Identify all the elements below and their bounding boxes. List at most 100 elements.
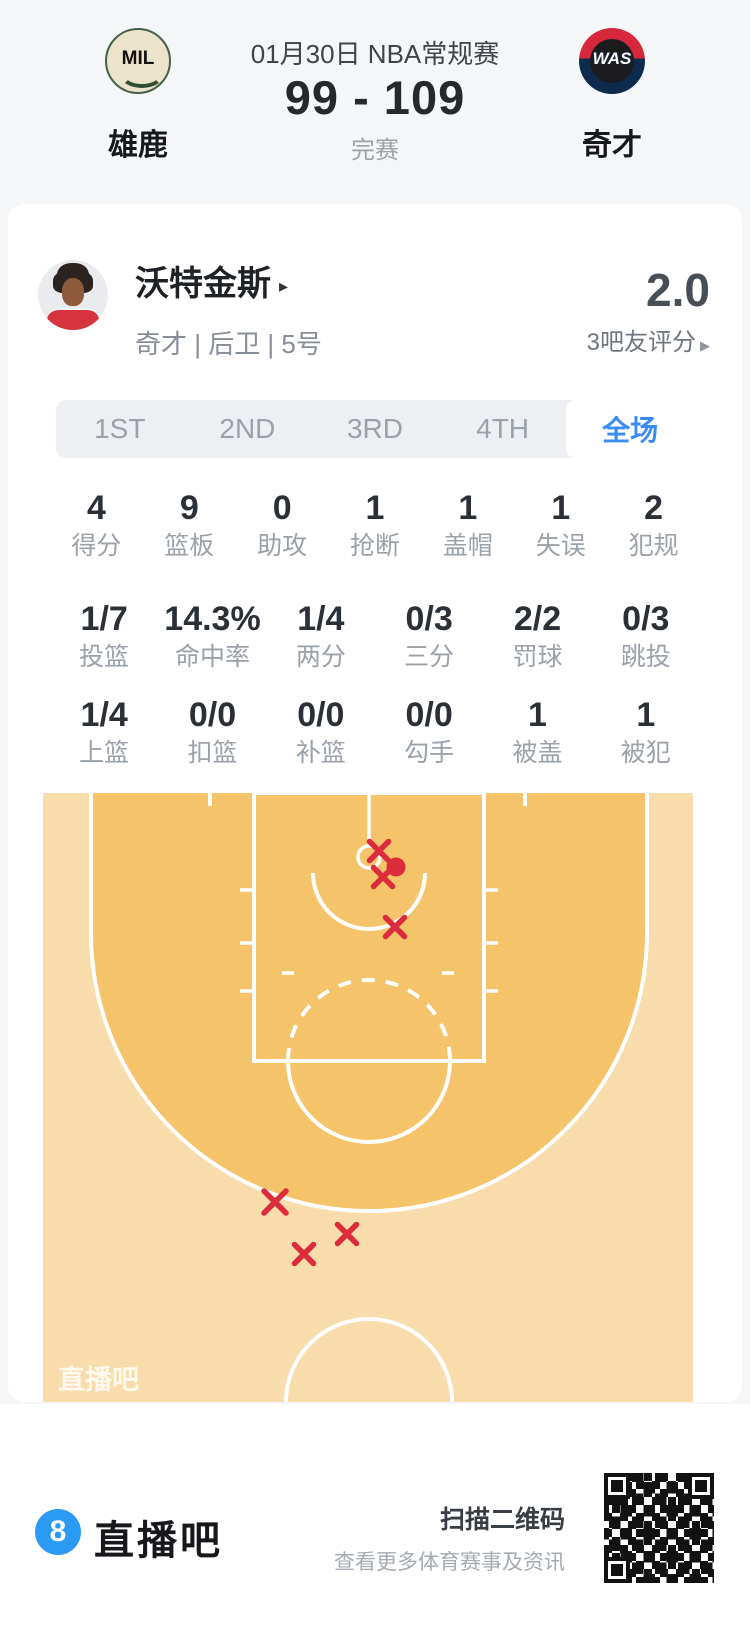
stat-label: 上篮 (79, 739, 130, 767)
scan-block: 扫描二维码 查看更多体育赛事及资讯 (334, 1500, 565, 1576)
stat-罚球: 2/2 罚球 (483, 599, 591, 673)
stat-value: 1/4 (80, 696, 128, 734)
stat-label: 勾手 (404, 739, 455, 767)
stat-value: 9 (179, 489, 199, 527)
three-point-area (91, 793, 647, 1211)
stat-勾手: 0/0 勾手 (375, 695, 483, 769)
scan-subtitle: 查看更多体育赛事及资讯 (334, 1551, 565, 1574)
stat-label: 犯规 (628, 532, 679, 560)
stat-label: 被犯 (620, 739, 671, 767)
avatar-face (62, 278, 84, 306)
rating-value: 2.0 (646, 264, 710, 316)
stat-上篮: 1/4 上篮 (50, 695, 158, 769)
stat-value: 0 (272, 489, 292, 527)
stat-label: 篮板 (164, 532, 215, 560)
court-watermark: 直播吧 (58, 1365, 139, 1395)
qr-code (600, 1469, 718, 1587)
shot-miss-marker (366, 838, 392, 864)
stat-label: 得分 (71, 532, 122, 560)
baseline-ticks (208, 793, 527, 806)
stat-label: 助攻 (257, 532, 308, 560)
stat-label: 补篮 (295, 739, 346, 767)
stat-得分: 4 得分 (50, 488, 143, 562)
shot-miss-marker (382, 914, 408, 940)
qr-finder-icon (604, 1473, 630, 1499)
rating-label: 3吧友评分 (586, 329, 696, 356)
home-team-logo: MIL (105, 28, 171, 94)
stat-label: 跳投 (620, 643, 671, 671)
stat-label: 失误 (535, 532, 586, 560)
game-status: 完赛 (351, 137, 399, 164)
stats-row-shot-types: 1/4 上篮 0/0 扣篮 0/0 补篮 0/0 勾手 1 被盖 1 被犯 (50, 695, 700, 769)
chevron-right-icon: ▸ (279, 275, 289, 296)
scan-title: 扫描二维码 (439, 1506, 565, 1534)
tab-3RD[interactable]: 3RD (346, 413, 403, 444)
stat-犯规: 2 犯规 (607, 488, 700, 562)
away-team-name: 奇才 (582, 129, 642, 162)
stat-命中率: 14.3% 命中率 (158, 599, 266, 673)
shot-chart: 直播吧 (43, 791, 693, 1487)
stat-投篮: 1/7 投篮 (50, 599, 158, 673)
arrow-right-icon: ▶ (700, 338, 710, 353)
stat-value: 1 (458, 489, 478, 527)
shot-miss-marker (334, 1221, 360, 1247)
game-date-title: 01月30日 NBA常规赛 (250, 39, 500, 69)
stat-label: 三分 (404, 643, 455, 671)
zhibo8-logo-icon: 8 (35, 1509, 81, 1555)
away-team-abbr: WAS (592, 49, 632, 68)
stats-row-shooting: 1/7 投篮 14.3% 命中率 1/4 两分 0/3 三分 2/2 罚球 0/3 跳投 (50, 599, 700, 673)
tab-4TH[interactable]: 4TH (476, 413, 530, 444)
stat-被犯: 1 被犯 (592, 695, 700, 769)
home-team-name: 雄鹿 (108, 129, 168, 162)
stat-抢断: 1 抢断 (329, 488, 422, 562)
shot-markers (261, 838, 408, 1267)
stat-label: 抢断 (350, 532, 401, 560)
free-throw-circle-solid (286, 1060, 452, 1144)
three-point-line (89, 793, 649, 1213)
tab-2ND[interactable]: 2ND (219, 413, 276, 444)
stat-value: 0/3 (405, 600, 453, 638)
stat-value: 0/0 (297, 696, 345, 734)
stat-label: 命中率 (174, 643, 250, 671)
tab-全场[interactable]: 全场 (566, 400, 694, 458)
restricted-arc (311, 872, 427, 931)
stat-value: 1 (551, 489, 571, 527)
avatar-jersey (47, 308, 99, 330)
stat-被盖: 1 被盖 (483, 695, 591, 769)
shot-miss-marker (261, 1188, 289, 1216)
away-team-logo: WAS (579, 28, 645, 94)
stat-value: 14.3% (164, 600, 261, 638)
lane-hash-marks (240, 888, 498, 993)
stat-value: 1/7 (80, 600, 128, 638)
qr-finder-icon (604, 1557, 630, 1583)
stats-row-basic: 4 得分 9 篮板 0 助攻 1 抢断 1 盖帽 1 失误 2 犯规 (50, 488, 700, 562)
stat-label: 两分 (295, 643, 346, 671)
stat-label: 被盖 (512, 739, 563, 767)
stat-助攻: 0 助攻 (236, 488, 329, 562)
game-score: 99 - 109 (284, 71, 466, 124)
shot-miss-marker (291, 1241, 317, 1267)
home-logo-arc-icon (120, 60, 164, 88)
player-stats-card: 沃特金斯 ▸ 奇才 | 后卫 | 5号 2.0 3吧友评分 ▶ 1ST 2ND 3RD… (8, 204, 742, 1487)
stat-label: 扣篮 (187, 739, 238, 767)
free-throw-circle-dashed (286, 978, 452, 1062)
stat-盖帽: 1 盖帽 (421, 488, 514, 562)
rim-circle (356, 844, 382, 870)
stat-label: 罚球 (512, 643, 563, 671)
tab-1ST[interactable]: 1ST (94, 413, 146, 444)
player-name-link[interactable]: 沃特金斯 ▸ (135, 262, 288, 306)
stat-失误: 1 失误 (514, 488, 607, 562)
stat-两分: 1/4 两分 (267, 599, 375, 673)
stat-value: 2 (644, 489, 664, 527)
court-svg: 直播吧 (43, 791, 693, 1487)
player-meta: 奇才 | 后卫 | 5号 (135, 329, 322, 359)
stat-value: 1 (636, 696, 656, 734)
player-name: 沃特金斯 (135, 265, 271, 303)
stat-value: 1 (528, 696, 547, 734)
rating-link[interactable]: 3吧友评分 ▶ (587, 322, 710, 357)
player-avatar (38, 260, 108, 330)
basketball-icon (590, 39, 634, 83)
shot-made-marker (386, 857, 406, 877)
stat-篮板: 9 篮板 (143, 488, 236, 562)
